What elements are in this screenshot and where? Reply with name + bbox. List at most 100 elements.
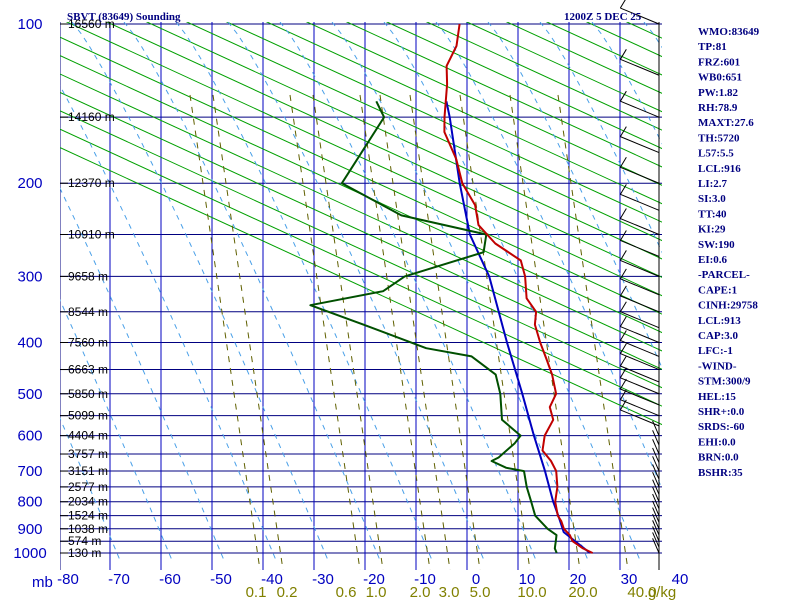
temperature-tick-label: 10 <box>519 571 536 588</box>
wind-barb-flag <box>619 49 627 60</box>
dry-adiabat <box>580 0 800 442</box>
pressure-tick-label: 400 <box>17 334 42 351</box>
wind-barb <box>620 339 660 357</box>
wind-barb <box>620 7 660 25</box>
moist-adiabat <box>71 22 330 563</box>
moist-adiabat <box>123 22 382 563</box>
pressure-tick-label: 300 <box>17 268 42 285</box>
height-label: 5850 m <box>68 387 108 401</box>
temperature-tick-label: -20 <box>363 571 385 588</box>
temperature-tick-label: 20 <box>570 571 587 588</box>
height-label: 9658 m <box>68 269 108 283</box>
mixing-ratio-label: 0.2 <box>277 584 298 600</box>
dry-adiabat <box>105 22 662 278</box>
wind-barb <box>620 409 660 427</box>
wind-barb-flag <box>619 126 627 137</box>
mixing-ratio-label: 1.0 <box>366 584 387 600</box>
dry-adiabat <box>545 22 662 76</box>
wind-barb-flag <box>619 367 627 379</box>
wind-barb-flag <box>619 184 627 195</box>
wind-barb <box>652 513 660 529</box>
temperature-tick-label: 0 <box>472 571 480 588</box>
wind-barb <box>620 353 660 371</box>
height-label: 3757 m <box>68 447 108 461</box>
index-label: CAPE:1 <box>698 284 737 296</box>
height-label: 10910 m <box>68 228 115 242</box>
wind-barb <box>620 388 660 406</box>
wind-barb <box>620 365 660 383</box>
index-label: SHR+:0.0 <box>698 406 745 418</box>
height-label: 1524 m <box>68 509 108 523</box>
mixing-ratio-line <box>312 94 384 570</box>
pressure-tick-label: 500 <box>17 386 42 403</box>
wind-barb <box>652 464 660 480</box>
mixing-ratio-line <box>379 94 451 570</box>
wind-barbs <box>619 0 660 570</box>
height-label: 8544 m <box>68 305 108 319</box>
dry-adiabat <box>60 110 662 389</box>
wind-barb <box>652 526 660 542</box>
dry-adiabat <box>60 91 662 370</box>
mixing-ratio-label: 0.6 <box>336 584 357 600</box>
dry-adiabat <box>145 22 662 260</box>
grid-layer <box>60 0 800 570</box>
index-label: EHI:0.0 <box>698 436 736 448</box>
mixing-ratio-line <box>212 94 284 570</box>
mixing-ratio-label: 20.0 <box>568 584 597 600</box>
index-label: LFC:-1 <box>698 345 733 357</box>
mixing-ratio-label: 10.0 <box>517 584 546 600</box>
height-label: 574 m <box>68 534 101 548</box>
temperature-trace <box>443 23 594 554</box>
index-label: SI:3.0 <box>698 193 726 205</box>
pressure-tick-label: 700 <box>17 463 42 480</box>
wind-barb <box>652 486 660 502</box>
index-label: SRDS:-60 <box>698 421 745 433</box>
wind-barb <box>652 538 660 554</box>
mb-axis-label: mb <box>32 574 53 591</box>
mixing-ratio-line <box>409 94 481 570</box>
wind-barb <box>652 500 660 516</box>
height-label: 16560 m <box>68 17 115 31</box>
mixing-ratio-line <box>359 94 431 570</box>
temperature-tick-label: -50 <box>210 571 232 588</box>
wind-barb-flag <box>619 90 627 102</box>
dry-adiabat <box>780 0 800 442</box>
dry-adiabat <box>385 22 662 150</box>
index-label: LCL:913 <box>698 315 741 327</box>
dewpoint-trace <box>309 100 558 554</box>
index-label: MAXT:27.6 <box>698 117 754 129</box>
index-label: CAP:3.0 <box>698 330 739 342</box>
index-label: LCL:916 <box>698 163 741 175</box>
height-label: 2034 m <box>68 495 108 509</box>
dry-adiabat <box>585 22 662 58</box>
mixing-ratio-line <box>189 94 261 570</box>
wind-barb <box>652 430 660 446</box>
index-label: BSHR:35 <box>698 467 743 479</box>
wind-barb <box>652 439 660 455</box>
wind-barb <box>652 471 660 488</box>
dry-adiabat <box>305 22 662 186</box>
dry-adiabat <box>65 22 662 297</box>
wind-barb-flag <box>619 399 627 411</box>
dry-adiabat <box>60 55 662 334</box>
temperature-tick-label: -40 <box>261 571 283 588</box>
index-label: HEL:15 <box>698 391 736 403</box>
pressure-tick-label: 1000 <box>13 545 46 562</box>
temperature-tick-label: -10 <box>414 571 436 588</box>
temperature-tick-label: -30 <box>312 571 334 588</box>
mixing-ratio-label: 2.0 <box>410 584 431 600</box>
moist-adiabat <box>383 22 642 563</box>
mixing-ratio-label: g/kg <box>648 584 676 600</box>
dry-adiabat <box>60 128 662 407</box>
wind-barb-flag <box>619 208 627 219</box>
wind-barb <box>620 100 660 118</box>
dry-adiabat <box>505 22 662 94</box>
wind-barb <box>620 58 660 76</box>
wind-barb <box>620 239 660 257</box>
index-label: WMO:83649 <box>698 26 760 38</box>
pressure-tick-label: 100 <box>17 16 42 33</box>
index-label: WB0:651 <box>698 72 742 84</box>
index-label: STM:300/9 <box>698 376 751 388</box>
height-label: 130 m <box>68 546 101 560</box>
